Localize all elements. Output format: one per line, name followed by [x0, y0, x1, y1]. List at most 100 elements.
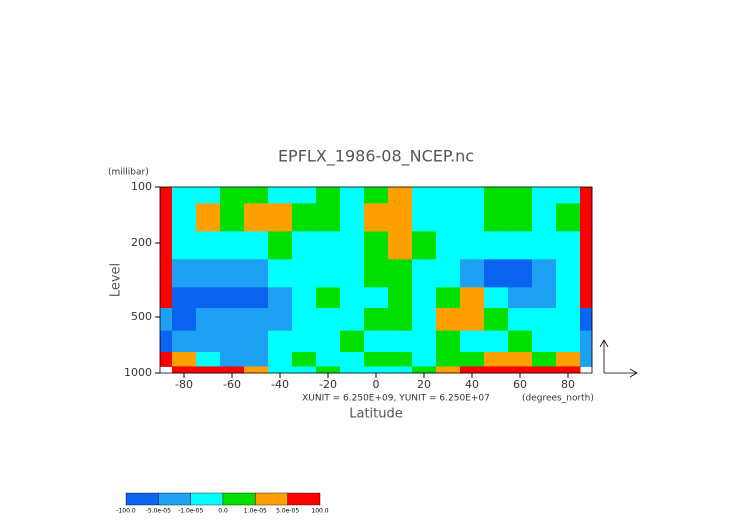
field-cell [532, 203, 557, 232]
field-cell [460, 203, 485, 232]
field-cell [268, 203, 293, 232]
field-cell [388, 259, 413, 288]
field-cell [172, 259, 197, 288]
colorbar-swatch [222, 492, 256, 506]
field-cell [196, 366, 221, 374]
field-cell [556, 203, 581, 232]
field-cell [160, 259, 173, 288]
field-cell [436, 352, 461, 367]
field-cell [292, 366, 317, 374]
field-cell [196, 187, 221, 204]
field-cell [508, 307, 533, 332]
colorbar-swatch [158, 492, 191, 506]
field-cell [220, 203, 245, 232]
field-cell [412, 259, 437, 288]
field-cell [508, 231, 533, 260]
field-cell [484, 287, 509, 309]
field-cell [220, 259, 245, 288]
field-cell [268, 287, 293, 309]
colorbar-label: 0.0 [218, 508, 228, 515]
colorbar-label: 1.0e-05 [244, 508, 267, 515]
field-cell [364, 259, 389, 288]
field-cell [244, 203, 269, 232]
field-cell [580, 330, 593, 353]
field-cell [484, 187, 509, 204]
field-cell [340, 259, 365, 288]
field-cell [316, 203, 341, 232]
field-cell [244, 330, 269, 353]
field-cell [172, 352, 197, 367]
x-tick-label: -80 [175, 378, 193, 391]
field-cell [532, 307, 557, 332]
x-label: Latitude [349, 407, 403, 422]
field-cell [316, 231, 341, 260]
field-cell [364, 203, 389, 232]
x-tick-label: 60 [513, 378, 527, 391]
colorbar-label: 100.0 [311, 508, 328, 515]
field-cell [196, 287, 221, 309]
annotation: XUNIT = 6.250E+09, YUNIT = 6.250E+07 [302, 394, 490, 404]
field-cell [388, 203, 413, 232]
field-cell [340, 187, 365, 204]
field-cell [292, 259, 317, 288]
field-cell [268, 259, 293, 288]
field-cell [556, 366, 581, 374]
field-cell [532, 366, 557, 374]
field-cell [364, 366, 389, 374]
field-cell [580, 203, 593, 232]
field-cell [316, 352, 341, 367]
field-cell [340, 203, 365, 232]
y-label: Level [109, 263, 124, 297]
field-cell [460, 287, 485, 309]
y-tick-label: 1000 [124, 366, 152, 379]
field-cell [484, 231, 509, 260]
field-cell [292, 330, 317, 353]
field-cell [340, 366, 365, 374]
field-cell [460, 231, 485, 260]
x-tick-label: 40 [465, 378, 479, 391]
field-cell [364, 307, 389, 332]
field-cell [508, 203, 533, 232]
field-cell [436, 203, 461, 232]
field-cell [196, 352, 221, 367]
field-cell [292, 287, 317, 309]
field-cell [436, 366, 461, 374]
field-cell [460, 366, 485, 374]
field-cell [388, 307, 413, 332]
field-cell [268, 352, 293, 367]
field-cell [508, 187, 533, 204]
field-cell [268, 366, 293, 374]
field-cell [556, 352, 581, 367]
field-cell [388, 287, 413, 309]
field [160, 187, 593, 374]
field-cell [484, 352, 509, 367]
field-cell [172, 203, 197, 232]
y-tick-label: 500 [131, 310, 152, 323]
field-cell [220, 307, 245, 332]
field-cell [196, 231, 221, 260]
field-cell [172, 187, 197, 204]
field-cell [484, 203, 509, 232]
field-cell [316, 366, 341, 374]
field-cell [160, 307, 173, 332]
field-cell [340, 287, 365, 309]
field-cell [172, 330, 197, 353]
field-cell [556, 259, 581, 288]
field-cell [388, 366, 413, 374]
field-cell [244, 231, 269, 260]
field-cell [220, 366, 245, 374]
field-cell [220, 330, 245, 353]
field-cell [172, 231, 197, 260]
field-cell [172, 307, 197, 332]
field-cell [436, 259, 461, 288]
y-tick-label: 200 [131, 236, 152, 249]
field-cell [508, 352, 533, 367]
field-cell [436, 287, 461, 309]
field-cell [160, 330, 173, 353]
field-cell [532, 231, 557, 260]
field-cell [196, 259, 221, 288]
field-cell [556, 187, 581, 204]
field-cell [388, 352, 413, 367]
field-cell [244, 307, 269, 332]
x-tick-label: -20 [319, 378, 337, 391]
